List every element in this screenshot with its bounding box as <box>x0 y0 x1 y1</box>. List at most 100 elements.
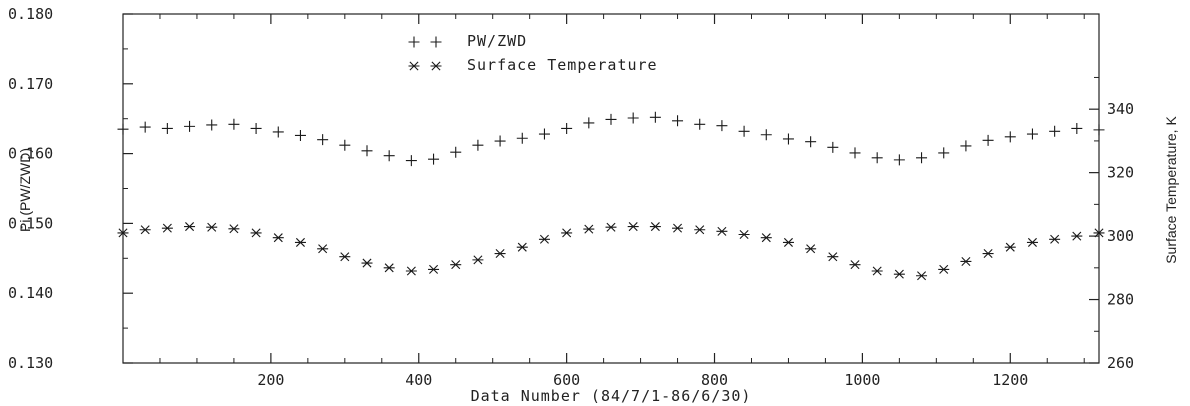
x-tick-label: 1000 <box>844 371 880 389</box>
pw-zwd-point <box>405 155 417 167</box>
pw-zwd-point <box>228 118 240 130</box>
pw-zwd-point <box>916 152 928 164</box>
legend-plus-glyph <box>430 36 442 48</box>
surface-temperature-point <box>672 223 684 233</box>
pw-zwd-point <box>760 129 772 141</box>
surface-temperature-point <box>1071 231 1083 241</box>
surface-temperature-point <box>738 229 750 240</box>
right-tick-label: 260 <box>1107 354 1134 372</box>
pw-zwd-point <box>849 147 861 159</box>
surface-temperature-point <box>760 233 772 243</box>
left-tick-label: 0.180 <box>8 5 53 23</box>
right-tick-label: 320 <box>1107 164 1134 182</box>
pw-zwd-point <box>583 117 595 129</box>
surface-temperature-point <box>405 266 417 276</box>
surface-temperature-point <box>494 249 506 259</box>
left-tick-label: 0.130 <box>8 354 53 372</box>
pw-zwd-point <box>272 126 284 138</box>
left-axis-ticks: 0.130 0.140 0.150 0.160 0.170 0.180 <box>8 5 133 372</box>
x-axis-ticks: 200 400 600 800 1000 1200 <box>159 14 1085 389</box>
right-tick-label: 300 <box>1107 227 1134 245</box>
legend: PW/ZWD Surface Temperature <box>408 32 658 74</box>
pw-zwd-point <box>139 121 151 133</box>
right-axis-ticks: 260 280 300 320 340 <box>1089 76 1134 372</box>
surface-temperature-point <box>583 224 595 234</box>
left-tick-label: 0.160 <box>8 145 53 163</box>
legend-asterisk-marker <box>408 61 442 71</box>
pw-zwd-point <box>649 111 661 123</box>
surface-temperature-point <box>694 225 706 235</box>
legend-label-surface-temperature: Surface Temperature <box>467 56 658 74</box>
pw-zwd-point <box>428 153 440 165</box>
pw-zwd-point <box>361 145 373 157</box>
legend-asterisk-glyph <box>430 61 442 71</box>
surface-temperature-point <box>782 237 794 247</box>
pw-zwd-point <box>827 141 839 153</box>
surface-temperature-point <box>161 223 173 233</box>
y-axis-right-title: Surface Temperature, K <box>1163 116 1179 264</box>
surface-temperature-point <box>1049 234 1061 244</box>
pw-zwd-point <box>161 122 173 134</box>
surface-temperature-point <box>206 222 218 232</box>
surface-temperature-point <box>960 256 972 266</box>
surface-temperature-point <box>294 237 306 247</box>
surface-temperature-point <box>916 271 928 281</box>
pw-zwd-point <box>516 132 528 144</box>
pw-zwd-point <box>716 120 728 132</box>
x-tick-label: 200 <box>257 371 284 389</box>
left-tick-label: 0.140 <box>8 284 53 302</box>
pw-zwd-point <box>782 133 794 145</box>
surface-temperature-point <box>361 258 373 268</box>
surface-temperature-point <box>250 228 262 238</box>
pw-zwd-point <box>694 118 706 130</box>
surface-temperature-point <box>561 228 573 238</box>
surface-temperature-point <box>317 244 329 254</box>
surface-temperature-point <box>117 228 129 238</box>
pw-zwd-point <box>561 122 573 134</box>
pw-zwd-point <box>294 129 306 141</box>
surface-temperature-point <box>1026 237 1038 247</box>
surface-temperature-point <box>871 266 883 276</box>
pw-zwd-point <box>738 125 750 137</box>
pw-zwd-point <box>1004 131 1016 143</box>
pw-zwd-point <box>117 123 129 135</box>
surface-temperature-point <box>139 225 151 235</box>
surface-temperature-point <box>982 249 994 259</box>
pw-zwd-point <box>339 139 351 151</box>
pw-zwd-point <box>871 152 883 164</box>
pw-zwd-point <box>1071 122 1083 134</box>
surface-temperature-point <box>383 263 395 273</box>
surface-temperature-point <box>428 264 440 274</box>
legend-label-pw-zwd: PW/ZWD <box>467 32 527 50</box>
surface-temperature-point <box>649 222 661 232</box>
pw-zwd-point <box>1049 125 1061 137</box>
x-tick-label: 1200 <box>992 371 1028 389</box>
surface-temperature-point <box>228 224 240 234</box>
pw-zwd-point <box>627 112 639 124</box>
pw-zwd-point <box>960 140 972 152</box>
surface-temperature-series <box>117 222 1105 281</box>
surface-temperature-point <box>184 222 196 232</box>
pw-zwd-point <box>472 139 484 151</box>
pw-zwd-point <box>184 120 196 132</box>
y-axis-left-title: Pi (PW/ZWD) <box>17 148 33 232</box>
surface-temperature-point <box>827 252 839 262</box>
surface-temperature-point <box>938 264 950 274</box>
pw-zwd-point <box>538 128 550 140</box>
pw-zwd-point <box>450 146 462 158</box>
pw-zwd-point <box>938 147 950 159</box>
surface-temperature-point <box>716 226 728 236</box>
left-tick-label: 0.170 <box>8 75 53 93</box>
legend-plus-marker <box>408 36 442 48</box>
x-tick-label: 400 <box>405 371 432 389</box>
surface-temperature-point <box>1004 242 1016 252</box>
pw-zwd-point <box>982 134 994 146</box>
surface-temperature-point <box>605 222 617 232</box>
pw-zwd-point <box>1026 128 1038 140</box>
surface-temperature-point <box>339 252 351 262</box>
right-tick-label: 280 <box>1107 291 1134 309</box>
surface-temperature-point <box>849 260 861 270</box>
legend-plus-glyph <box>408 36 420 48</box>
pw-zwd-point <box>805 136 817 148</box>
surface-temperature-point <box>516 242 528 252</box>
